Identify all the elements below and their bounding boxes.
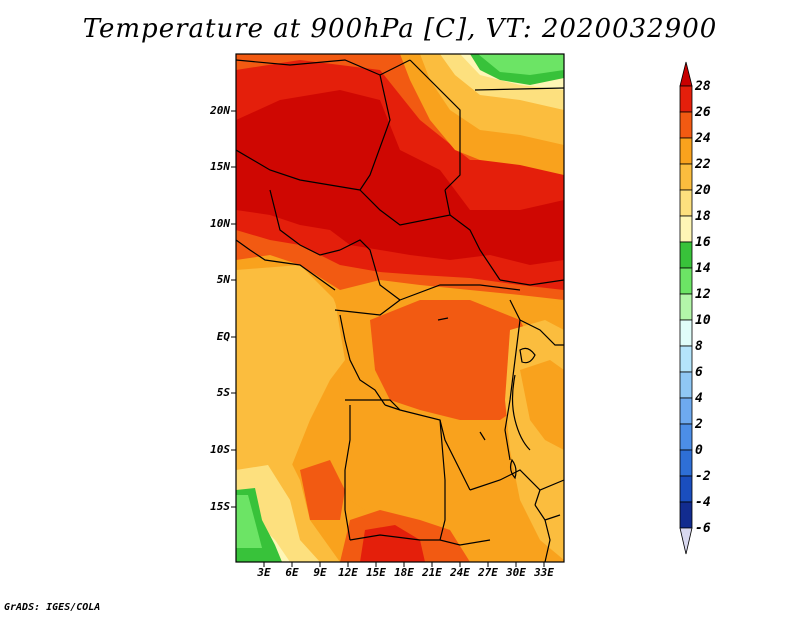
colorbar-label-28: 28 [695, 79, 711, 94]
lon-label-30E: 30E [506, 566, 526, 579]
colorbar-label-20: 20 [695, 183, 711, 198]
colorbar-bottom-arrow [679, 527, 693, 555]
colorbar-label-2: 2 [695, 417, 703, 432]
colorbar-label-minus-2: -2 [695, 469, 711, 484]
region-24-26-southwest [300, 460, 345, 520]
lat-ticks [231, 110, 236, 508]
colorbar-label-8: 8 [695, 339, 703, 354]
lat-label-15N: 15N [210, 160, 230, 173]
lakes [437, 317, 536, 480]
colorbar-label-12: 12 [695, 287, 711, 302]
region-24-26-congo [370, 300, 540, 420]
lat-label-10S: 10S [210, 443, 230, 456]
lon-label-3E: 3E [257, 566, 271, 579]
lon-label-24E: 24E [450, 566, 470, 579]
lon-label-9E: 9E [313, 566, 327, 579]
colorbar-label-26: 26 [695, 105, 711, 120]
lon-label-15E: 15E [366, 566, 386, 579]
region-26-28-south [360, 525, 425, 562]
colorbar-label-minus-4: -4 [695, 495, 711, 510]
colorbar-label-6: 6 [695, 365, 703, 380]
lon-label-33E: 33E [534, 566, 554, 579]
colorbar-label-18: 18 [695, 209, 711, 224]
region-22-24-east [520, 360, 564, 450]
colorbar-label-4: 4 [695, 391, 703, 406]
lon-label-18E: 18E [394, 566, 414, 579]
country-borders [236, 59, 564, 562]
colorbar-label-10: 10 [695, 313, 711, 328]
lat-label-10N: 10N [210, 217, 230, 230]
colorbar-label-14: 14 [695, 261, 711, 276]
colorbar-label-16: 16 [695, 235, 711, 250]
lon-label-6E: 6E [285, 566, 299, 579]
region-above-28-core [236, 90, 564, 265]
region-12-14-northeast [478, 54, 564, 75]
plot-title: Temperature at 900hPa [C], VT: 202003290… [82, 14, 718, 44]
lat-label-EQ: EQ [216, 330, 230, 343]
lat-label-15S: 15S [210, 500, 230, 513]
lat-label-5S: 5S [216, 386, 230, 399]
lon-label-12E: 12E [338, 566, 358, 579]
colorbar [679, 61, 693, 555]
colorbar-top-arrow [679, 61, 693, 87]
colorbar-label-24: 24 [695, 131, 711, 146]
map-frame [235, 53, 565, 563]
temperature-field [236, 54, 564, 562]
grads-credit: GrADS: IGES/COLA [4, 602, 101, 613]
region-12-14-southwest [236, 495, 262, 548]
lon-label-27E: 27E [478, 566, 498, 579]
colorbar-label-0: 0 [695, 443, 703, 458]
lat-label-20N: 20N [210, 104, 230, 117]
lat-label-5N: 5N [216, 273, 230, 286]
colorbar-label-minus-6: -6 [695, 521, 711, 536]
lon-ticks [263, 562, 545, 567]
colorbar-label-22: 22 [695, 157, 711, 172]
lon-label-21E: 21E [422, 566, 442, 579]
